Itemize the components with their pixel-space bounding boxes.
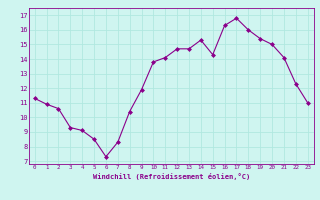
X-axis label: Windchill (Refroidissement éolien,°C): Windchill (Refroidissement éolien,°C) [92, 173, 250, 180]
